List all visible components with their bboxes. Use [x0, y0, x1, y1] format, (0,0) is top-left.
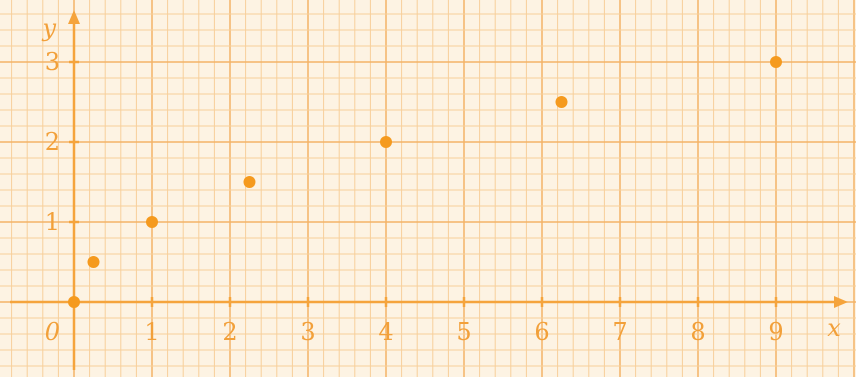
data-point — [243, 176, 256, 188]
y-axis-label: y — [41, 14, 56, 42]
y-tick-label: 2 — [45, 128, 60, 156]
y-tick-label: 3 — [45, 48, 60, 76]
axis-ticks: 1 2 3 4 5 6 7 8 9 1 2 3 — [45, 48, 784, 346]
origin-label: 0 — [45, 318, 60, 346]
data-point — [146, 216, 158, 228]
x-tick-label: 5 — [456, 318, 471, 346]
x-axis-arrow — [834, 296, 848, 308]
data-point — [87, 256, 100, 268]
x-axis-label: x — [827, 314, 841, 342]
data-point — [770, 56, 782, 68]
data-point — [555, 96, 568, 108]
x-tick-label: 3 — [300, 318, 315, 346]
x-tick-label: 1 — [144, 318, 159, 346]
data-point — [380, 136, 392, 148]
x-tick-label: 9 — [768, 318, 783, 346]
x-tick-label: 7 — [612, 318, 627, 346]
data-points — [68, 56, 782, 308]
x-tick-label: 8 — [690, 318, 705, 346]
x-tick-label: 4 — [378, 318, 393, 346]
y-tick-label: 1 — [45, 208, 60, 236]
x-tick-label: 2 — [222, 318, 237, 346]
x-tick-label: 6 — [534, 318, 549, 346]
y-axis-arrow — [68, 10, 80, 24]
origin-dot — [68, 296, 80, 308]
